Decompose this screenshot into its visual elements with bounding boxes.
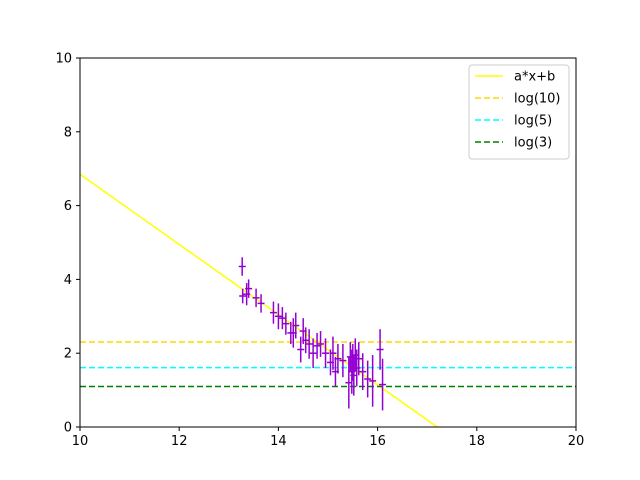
data-point bbox=[351, 338, 359, 372]
legend-box bbox=[468, 64, 570, 160]
x-tick-label: 16 bbox=[369, 434, 386, 449]
data-point bbox=[274, 303, 282, 330]
y-tick-label: 4 bbox=[64, 273, 72, 288]
x-tick-label: 18 bbox=[469, 434, 486, 449]
data-point bbox=[364, 360, 372, 398]
legend-label: log(10) bbox=[514, 92, 561, 107]
plot-area bbox=[80, 173, 576, 427]
fit-line bbox=[80, 173, 438, 427]
y-tick-label: 10 bbox=[55, 52, 72, 67]
data-point bbox=[334, 343, 342, 374]
x-tick-label: 20 bbox=[568, 434, 585, 449]
data-point bbox=[369, 355, 377, 407]
data-point bbox=[269, 301, 277, 324]
data-point bbox=[245, 279, 253, 298]
data-point bbox=[317, 331, 325, 357]
x-tick-label: 10 bbox=[72, 434, 89, 449]
data-point bbox=[313, 332, 321, 359]
data-point bbox=[282, 312, 290, 335]
data-point bbox=[322, 338, 330, 368]
data-point bbox=[376, 329, 384, 370]
y-tick-label: 8 bbox=[64, 125, 72, 140]
data-point bbox=[297, 336, 305, 363]
data-point bbox=[239, 288, 247, 304]
legend-label: log(3) bbox=[514, 136, 552, 151]
y-tick-label: 0 bbox=[64, 421, 72, 436]
data-point bbox=[252, 288, 260, 308]
data-point bbox=[278, 307, 286, 330]
data-point bbox=[359, 353, 367, 391]
data-point bbox=[302, 327, 310, 354]
y-axis: 0 2 4 6 8 10 bbox=[55, 52, 80, 436]
data-point bbox=[329, 336, 337, 370]
data-point bbox=[379, 358, 387, 411]
data-point bbox=[355, 342, 363, 376]
data-point bbox=[257, 294, 265, 313]
data-point bbox=[238, 257, 246, 276]
data-point bbox=[339, 343, 347, 378]
axes-frame bbox=[79, 57, 577, 428]
data-point bbox=[309, 338, 317, 368]
x-axis: 10 12 14 16 18 20 bbox=[72, 427, 585, 449]
legend: a*x+b log(10) log(5) log(3) bbox=[468, 64, 570, 160]
x-tick-label: 14 bbox=[270, 434, 287, 449]
data-point bbox=[305, 329, 313, 359]
y-tick-label: 6 bbox=[64, 199, 72, 214]
data-point bbox=[292, 312, 300, 339]
y-tick-label: 2 bbox=[64, 347, 72, 362]
x-tick-label: 12 bbox=[171, 434, 188, 449]
legend-label: log(5) bbox=[514, 114, 552, 129]
legend-label: a*x+b bbox=[514, 70, 555, 85]
